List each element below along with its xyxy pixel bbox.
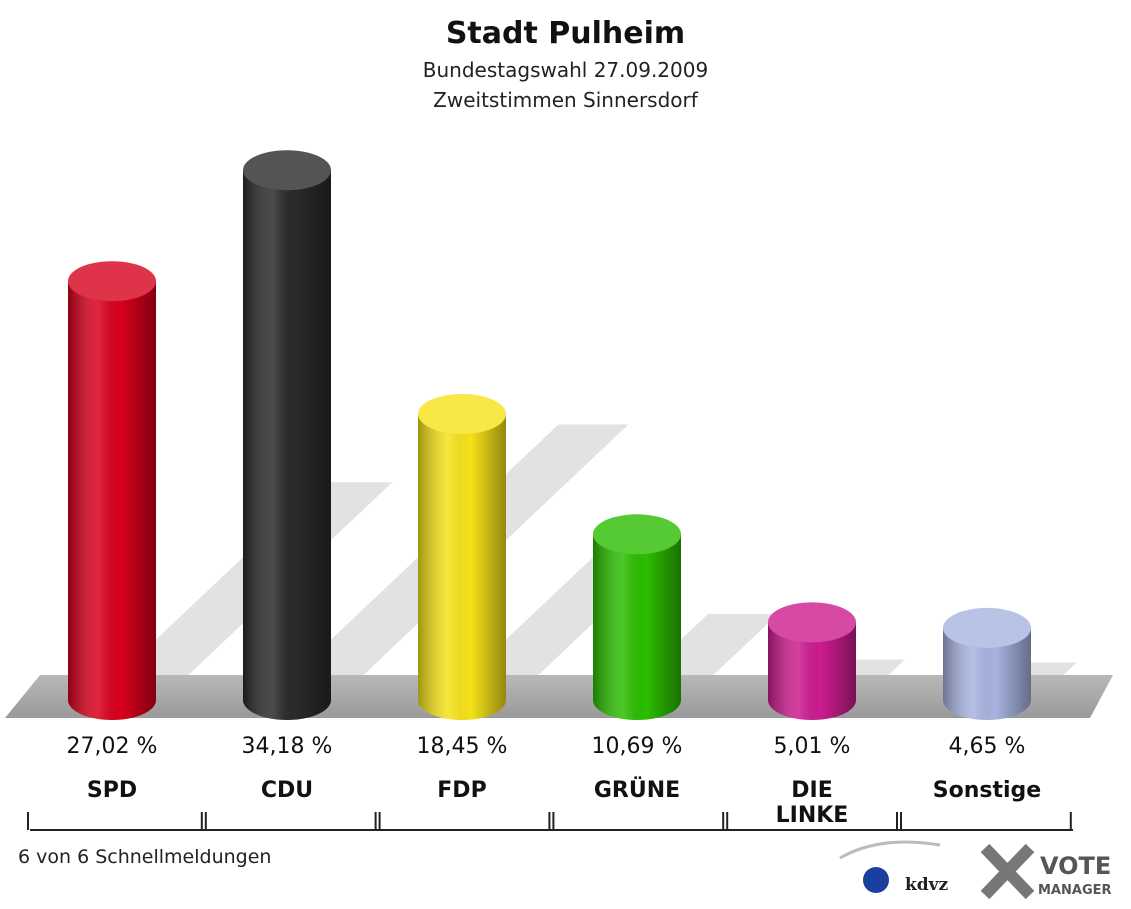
chart-title: Stadt Pulheim: [445, 16, 686, 51]
category-label: FDP: [437, 778, 487, 803]
category-label: SPD: [86, 778, 138, 803]
logo-text: MANAGER: [1038, 883, 1112, 898]
bar-top: [768, 602, 856, 643]
value-label: 18,45 %: [416, 734, 508, 759]
value-label: 4,65 %: [948, 734, 1026, 759]
subtitle: Zweitstimmen Sinnersdorf: [433, 88, 698, 112]
bar-top-light: [418, 394, 506, 435]
bar-shade: [243, 170, 331, 700]
bar-top-light: [943, 607, 1031, 648]
bar-top-light: [768, 602, 856, 643]
category-label: GRÜNE: [593, 778, 681, 803]
bar-top: [593, 514, 681, 555]
subtitle: Bundestagswahl 27.09.2009: [422, 58, 709, 82]
bar-shade: [418, 414, 506, 700]
bar-top-light: [68, 261, 156, 302]
logo: kdvz VOTE MANAGER: [839, 840, 1112, 900]
bar-top: [418, 394, 506, 435]
bar-top: [943, 607, 1031, 648]
footnote: 6 von 6 Schnellmeldungen: [18, 846, 272, 868]
category-label: DIE LINKE: [775, 778, 849, 828]
category-label: Sonstige: [932, 778, 1042, 803]
bar-top: [243, 150, 331, 191]
bar-shade: [593, 534, 681, 700]
bar-top: [68, 261, 156, 302]
value-label: 5,01 %: [773, 734, 851, 759]
logo-text: VOTE: [1040, 852, 1111, 880]
value-label: 27,02 %: [66, 734, 158, 759]
category-label: CDU: [260, 778, 314, 803]
value-label: 34,18 %: [241, 734, 333, 759]
logo-text: kdvz: [905, 875, 949, 895]
value-label: 10,69 %: [591, 734, 683, 759]
bar-top-light: [593, 514, 681, 555]
bar-top-light: [243, 150, 331, 191]
bar-shade: [68, 281, 156, 700]
